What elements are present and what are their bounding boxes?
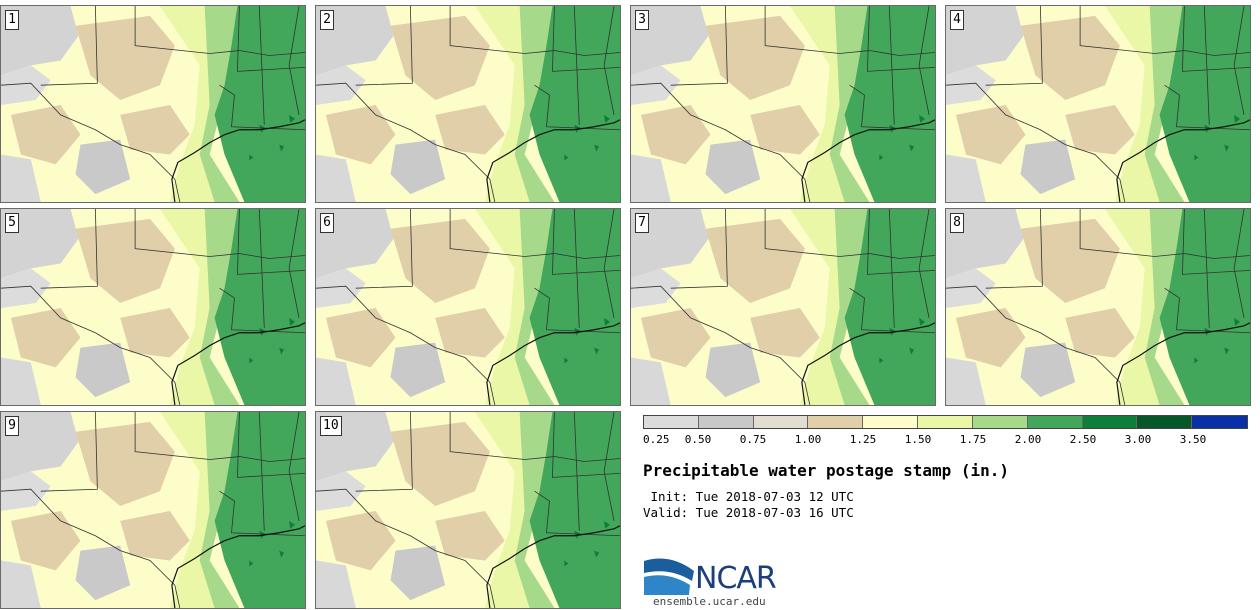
colorbar-swatch (753, 416, 809, 428)
init-time: Init: Tue 2018-07-03 12 UTC (643, 489, 854, 504)
map-panel-9: 9 (0, 411, 306, 609)
panel-label: 7 (635, 213, 649, 233)
colorbar-tick-label: 3.00 (1124, 433, 1152, 446)
valid-time: Valid: Tue 2018-07-03 16 UTC (643, 505, 854, 520)
colorbar-swatch (1192, 416, 1247, 428)
map-panel-3: 3 (630, 5, 936, 203)
panel-label: 10 (320, 416, 342, 436)
colorbar-tick-label: 3.50 (1179, 433, 1207, 446)
chart-title: Precipitable water postage stamp (in.) (643, 461, 1010, 480)
map-panel-2: 2 (315, 5, 621, 203)
colorbar-tick-label: 0.50 (684, 433, 712, 446)
colorbar-tick-label: 1.00 (794, 433, 822, 446)
site-url: ensemble.ucar.edu (653, 595, 766, 608)
panel-label: 5 (5, 213, 19, 233)
panel-label: 8 (950, 213, 964, 233)
map-panel-4: 4 (945, 5, 1251, 203)
colorbar (643, 415, 1248, 429)
colorbar-swatch (1137, 416, 1193, 428)
ncar-logo-icon (643, 558, 694, 595)
panel-label: 4 (950, 10, 964, 30)
panel-label: 6 (320, 213, 334, 233)
colorbar-tick-label: 0.75 (739, 433, 767, 446)
map-panel-7: 7 (630, 208, 936, 406)
colorbar-swatch (1027, 416, 1083, 428)
colorbar-swatch (698, 416, 754, 428)
map-panel-5: 5 (0, 208, 306, 406)
colorbar-tick-label: 1.25 (849, 433, 877, 446)
map-panel-10: 10 (315, 411, 621, 609)
map-panel-6: 6 (315, 208, 621, 406)
map-panel-8: 8 (945, 208, 1251, 406)
panel-label: 3 (635, 10, 649, 30)
colorbar-swatch (972, 416, 1028, 428)
colorbar-tick-label: 1.50 (904, 433, 932, 446)
colorbar-swatch (1082, 416, 1138, 428)
panel-label: 1 (5, 10, 19, 30)
colorbar-tick-label: 0.25 (643, 433, 670, 446)
colorbar-tick-label: 2.00 (1014, 433, 1042, 446)
panel-label: 9 (5, 416, 19, 436)
colorbar-swatch (863, 416, 919, 428)
colorbar-swatch (918, 416, 973, 428)
panel-label: 2 (320, 10, 334, 30)
map-panel-1: 1 (0, 5, 306, 203)
colorbar-swatch (808, 416, 864, 428)
ncar-logo-text: NCAR (695, 561, 777, 596)
colorbar-tick-label: 1.75 (959, 433, 987, 446)
colorbar-swatch (644, 416, 699, 428)
colorbar-tick-label: 2.50 (1069, 433, 1097, 446)
